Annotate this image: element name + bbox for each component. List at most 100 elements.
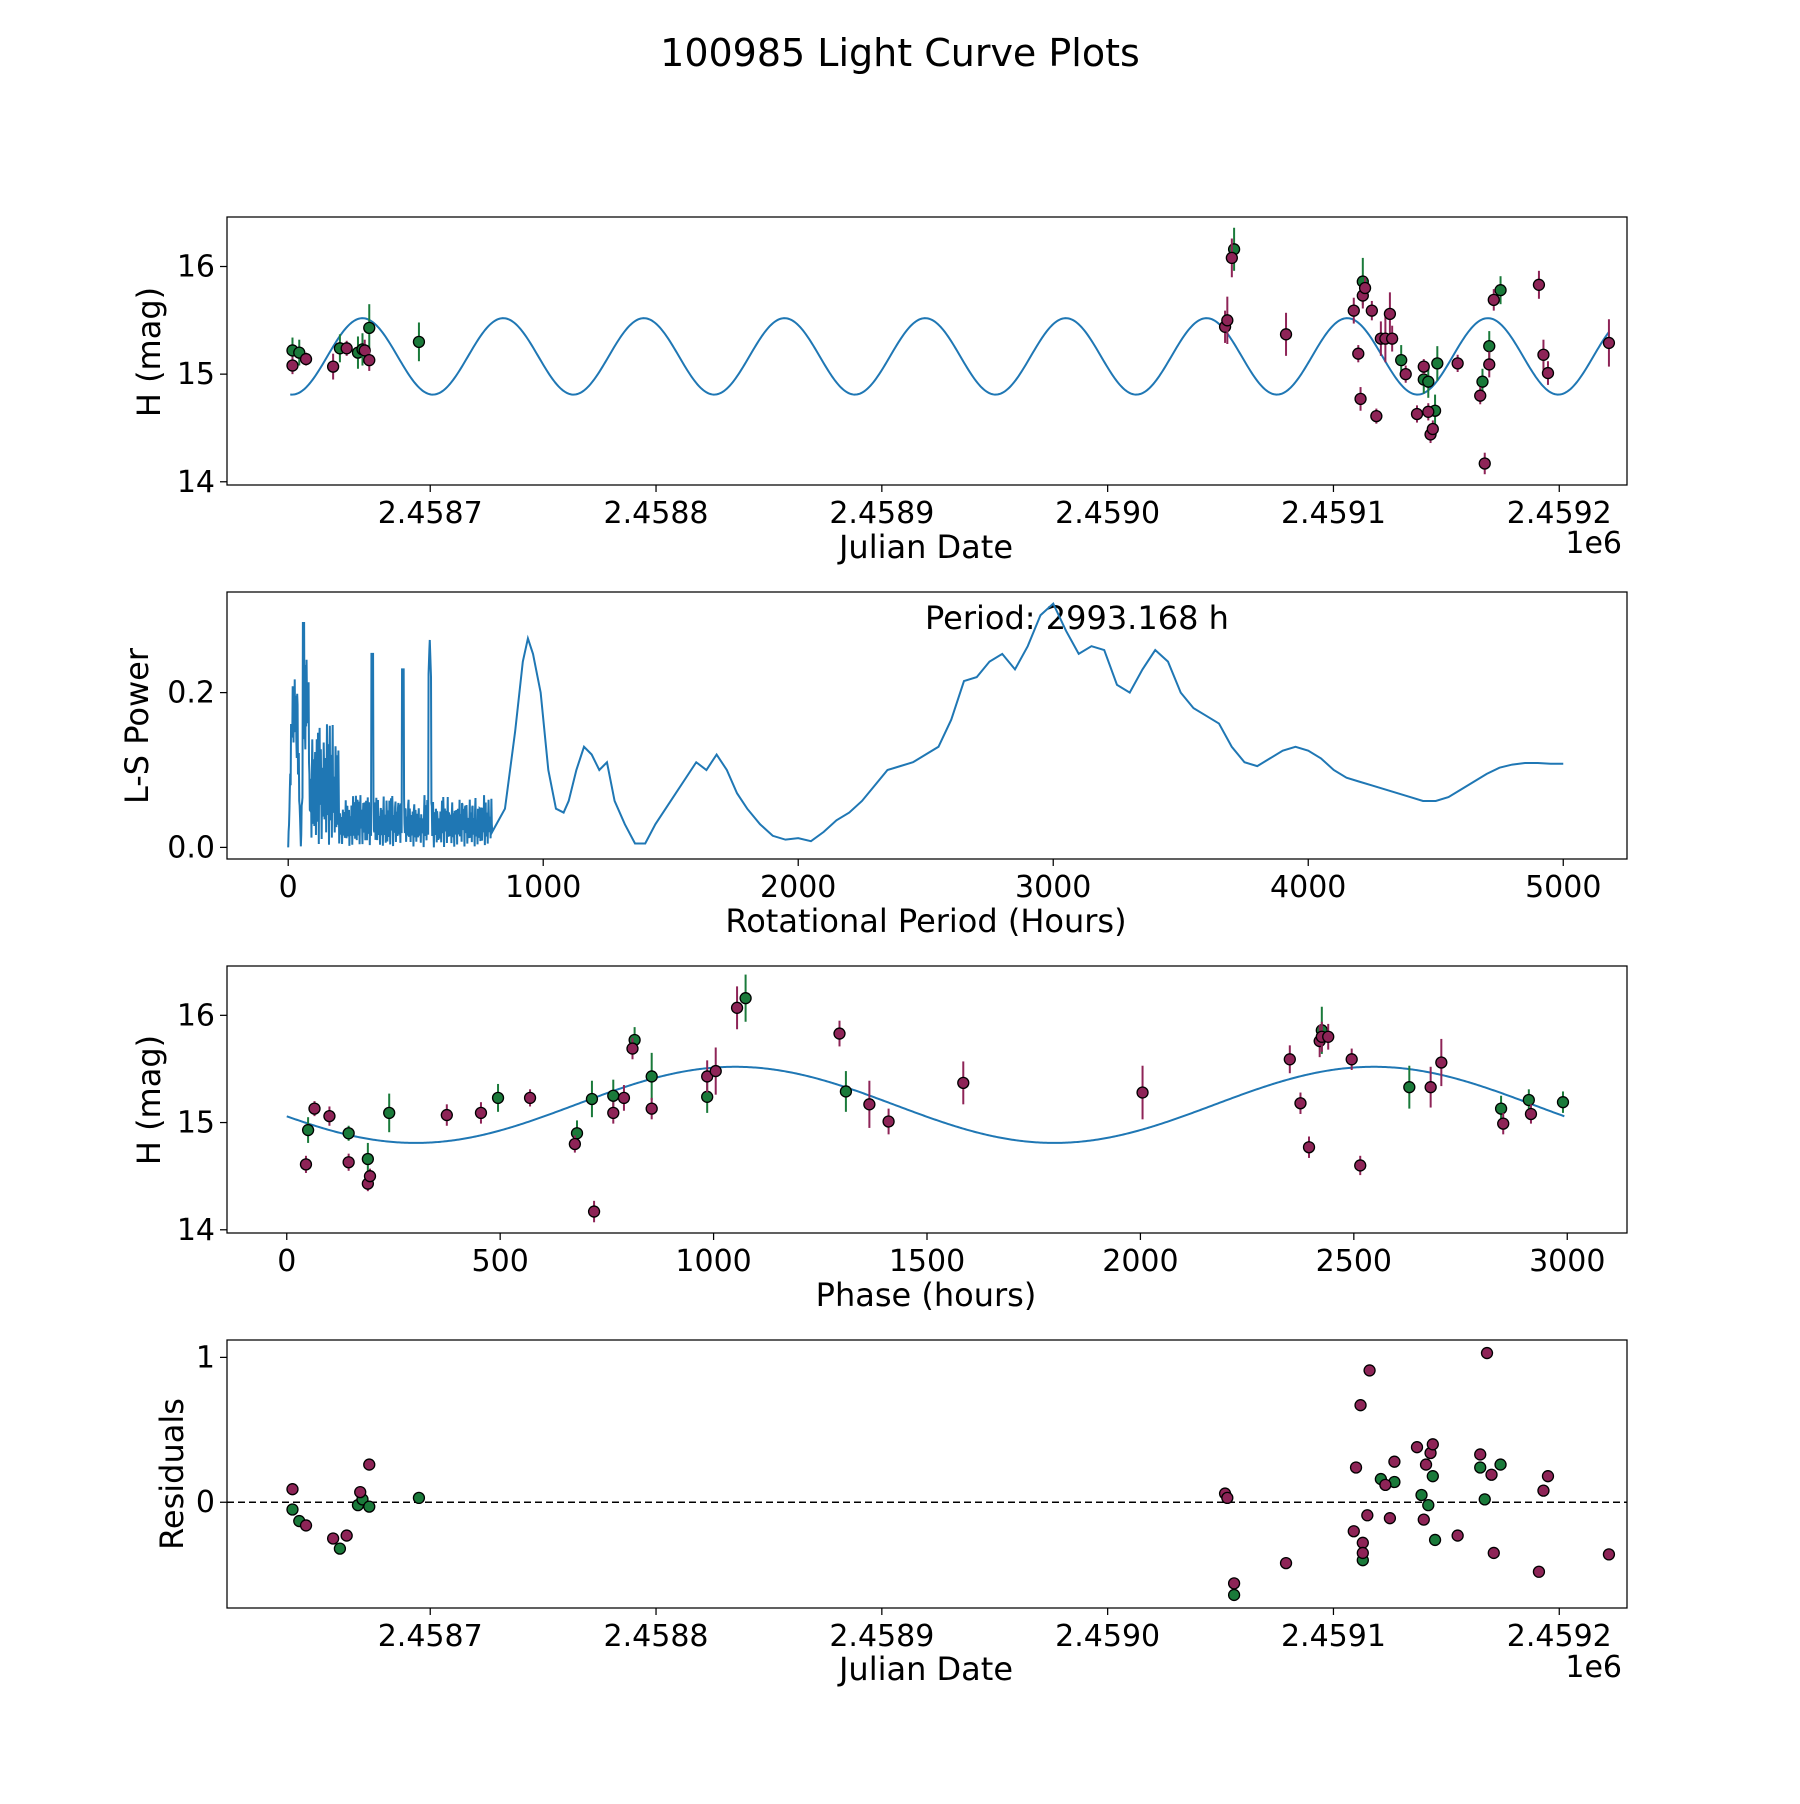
purple-point xyxy=(1379,1478,1392,1492)
purple-point xyxy=(1136,1086,1149,1099)
x-tick-label: 2.4591 xyxy=(1281,496,1386,531)
purple-point xyxy=(645,1102,658,1115)
xlabel-periodogram: Rotational Period (Hours) xyxy=(725,902,1126,940)
purple-point xyxy=(1370,409,1383,423)
purple-point xyxy=(1426,1438,1439,1451)
purple-point xyxy=(1227,1577,1241,1590)
x-tick-label: 500 xyxy=(472,1244,529,1279)
purple-point xyxy=(1474,1448,1487,1461)
purple-point xyxy=(1532,278,1546,291)
purple-point xyxy=(354,1485,367,1499)
green-point xyxy=(1494,1102,1508,1115)
green-point xyxy=(1494,284,1507,297)
purple-point xyxy=(286,1483,299,1496)
purple-point xyxy=(1361,1509,1374,1522)
green-point xyxy=(333,1542,347,1555)
x-tick-label: 2.4589 xyxy=(829,496,934,531)
green-point xyxy=(1428,1533,1442,1547)
purple-point xyxy=(1480,1346,1494,1360)
panel-light-curve: Julian Date H (mag) 1e6 2.4587 2.4588 2.45… xyxy=(130,216,1628,566)
purple-point xyxy=(1347,1525,1360,1538)
purple-point xyxy=(440,1108,453,1122)
x-tick-label: 2.4587 xyxy=(378,1619,483,1654)
x-tick-label: 0 xyxy=(277,1244,296,1279)
purple-point xyxy=(326,1532,340,1545)
purple-point xyxy=(1358,281,1372,295)
purple-point xyxy=(299,1158,313,1171)
green-point xyxy=(286,1503,299,1516)
purple-point xyxy=(957,1076,970,1090)
purple-point xyxy=(1347,304,1360,317)
purple-point xyxy=(1322,1030,1335,1043)
green-point xyxy=(739,992,752,1005)
purple-point xyxy=(1302,1141,1316,1154)
xlabel-residuals: Julian Date xyxy=(837,1650,1013,1688)
purple-point xyxy=(1485,1468,1498,1481)
green-point xyxy=(1415,1488,1428,1502)
x-tick-label: 2.4589 xyxy=(829,1619,934,1654)
purple-point xyxy=(1294,1097,1307,1110)
purple-point xyxy=(1487,293,1500,307)
green-point xyxy=(301,1123,315,1137)
purple-point xyxy=(1474,389,1487,402)
purple-point xyxy=(1602,336,1616,350)
x-tick-label: 2.4587 xyxy=(378,496,483,531)
purple-point xyxy=(1417,1513,1430,1526)
offset-label-residuals: 1e6 xyxy=(1565,1650,1622,1685)
x-tick-label: 2.4588 xyxy=(604,496,709,531)
x-tick-label: 1000 xyxy=(675,1244,751,1279)
purple-point xyxy=(1435,1056,1448,1069)
panel-residuals: Julian Date Residuals 1e6 2.4587 2.4588 2.… xyxy=(153,1339,1628,1688)
green-point xyxy=(1476,375,1489,388)
panel-phase-folded: Phase (hours) H (mag) 0 500 1000 1500 2000 25… xyxy=(130,965,1628,1314)
green-point xyxy=(412,335,426,349)
purple-point xyxy=(1388,1455,1401,1468)
purple-point xyxy=(1354,1399,1367,1412)
purple-point xyxy=(1349,1461,1363,1474)
green-point xyxy=(585,1092,599,1106)
green-point xyxy=(342,1127,355,1140)
y-tick-label: 0 xyxy=(196,1485,215,1520)
purple-point xyxy=(363,1458,376,1471)
purple-point xyxy=(1386,332,1399,345)
purple-point xyxy=(342,1156,355,1169)
x-tick-label: 2.4588 xyxy=(604,1619,709,1654)
green-point xyxy=(1422,375,1435,388)
purple-point xyxy=(1478,457,1491,470)
green-point xyxy=(1426,1470,1439,1483)
purple-point xyxy=(1410,1441,1424,1454)
green-point xyxy=(1522,1093,1535,1107)
purple-point xyxy=(323,1109,336,1123)
green-point xyxy=(839,1085,853,1098)
purple-point xyxy=(299,352,313,366)
purple-point xyxy=(1537,1484,1550,1497)
purple-point xyxy=(1383,1512,1397,1525)
green-point xyxy=(363,321,376,335)
purple-point xyxy=(1422,405,1435,418)
purple-point xyxy=(308,1102,321,1115)
purple-point xyxy=(286,359,299,372)
purple-point xyxy=(1487,1546,1500,1560)
purple-point xyxy=(833,1027,846,1040)
purple-point xyxy=(1541,1470,1555,1483)
purple-point xyxy=(607,1106,620,1120)
green-point xyxy=(1478,1493,1491,1506)
green-point xyxy=(1556,1096,1570,1109)
plot-frame xyxy=(226,1339,1628,1609)
x-tick-label: 1500 xyxy=(889,1244,965,1279)
purple-point xyxy=(1524,1107,1538,1121)
x-tick-label: 2.4592 xyxy=(1507,496,1612,531)
purple-point xyxy=(1356,1536,1369,1549)
purple-point xyxy=(474,1106,488,1120)
x-tick-label: 2.4592 xyxy=(1507,1619,1612,1654)
purple-point xyxy=(1354,1159,1367,1172)
green-point xyxy=(607,1089,620,1102)
ylabel-periodogram: L-S Power xyxy=(118,647,156,804)
green-point xyxy=(491,1091,505,1105)
purple-point xyxy=(1363,1364,1376,1377)
green-point xyxy=(1483,340,1496,353)
purple-point xyxy=(1417,360,1430,373)
purple-point xyxy=(1426,422,1439,436)
x-tick-label: 2.4590 xyxy=(1055,1619,1160,1654)
purple-point xyxy=(1419,1458,1433,1471)
